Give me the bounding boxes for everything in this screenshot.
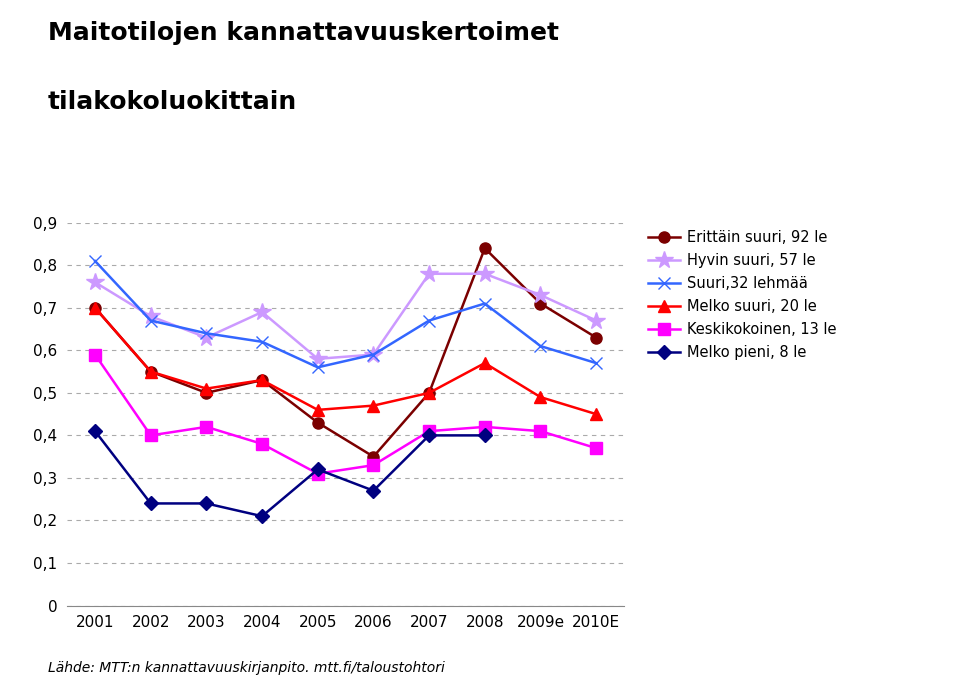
Line: Melko suuri, 20 le: Melko suuri, 20 le: [89, 302, 602, 420]
Melko suuri, 20 le: [479, 359, 491, 367]
Line: Melko pieni, 8 le: Melko pieni, 8 le: [90, 426, 490, 521]
Melko suuri, 20 le: [590, 410, 602, 418]
Suuri,32 lehmää: [479, 299, 491, 308]
Hyvin suuri, 57 le: [256, 308, 268, 316]
Hyvin suuri, 57 le: [312, 355, 324, 363]
Text: tilakokoluokittain: tilakokoluokittain: [48, 90, 298, 114]
Keskikokoinen, 13 le: [368, 461, 379, 469]
Line: Suuri,32 lehmää: Suuri,32 lehmää: [88, 255, 603, 374]
Keskikokoinen, 13 le: [201, 422, 212, 431]
Melko suuri, 20 le: [423, 388, 435, 397]
Keskikokoinen, 13 le: [479, 422, 491, 431]
Keskikokoinen, 13 le: [535, 427, 546, 435]
Line: Erittäin suuri, 92 le: Erittäin suuri, 92 le: [89, 243, 602, 462]
Melko pieni, 8 le: [479, 432, 491, 440]
Line: Keskikokoinen, 13 le: Keskikokoinen, 13 le: [89, 349, 602, 480]
Hyvin suuri, 57 le: [535, 291, 546, 299]
Melko suuri, 20 le: [368, 402, 379, 410]
Text: Maitotilojen kannattavuuskertoimet: Maitotilojen kannattavuuskertoimet: [48, 21, 559, 45]
Erittäin suuri, 92 le: [535, 299, 546, 308]
Erittäin suuri, 92 le: [590, 333, 602, 342]
Keskikokoinen, 13 le: [423, 427, 435, 435]
Suuri,32 lehmää: [89, 257, 101, 265]
Suuri,32 lehmää: [590, 359, 602, 367]
Erittäin suuri, 92 le: [479, 244, 491, 253]
Legend: Erittäin suuri, 92 le, Hyvin suuri, 57 le, Suuri,32 lehmää, Melko suuri, 20 le, : Erittäin suuri, 92 le, Hyvin suuri, 57 l…: [648, 230, 837, 360]
Keskikokoinen, 13 le: [256, 440, 268, 448]
Erittäin suuri, 92 le: [423, 388, 435, 397]
Erittäin suuri, 92 le: [145, 367, 156, 376]
Melko suuri, 20 le: [312, 406, 324, 414]
Erittäin suuri, 92 le: [256, 376, 268, 384]
Melko pieni, 8 le: [312, 465, 324, 473]
Text: Lähde: MTT:n kannattavuuskirjanpito. mtt.fi/taloustohtori: Lähde: MTT:n kannattavuuskirjanpito. mtt…: [48, 661, 444, 675]
Erittäin suuri, 92 le: [312, 418, 324, 427]
Keskikokoinen, 13 le: [590, 444, 602, 452]
Suuri,32 lehmää: [145, 317, 156, 325]
Melko pieni, 8 le: [201, 499, 212, 507]
Suuri,32 lehmää: [423, 317, 435, 325]
Keskikokoinen, 13 le: [312, 470, 324, 478]
Erittäin suuri, 92 le: [201, 388, 212, 397]
Hyvin suuri, 57 le: [145, 312, 156, 320]
Melko suuri, 20 le: [145, 367, 156, 376]
Melko suuri, 20 le: [256, 376, 268, 384]
Keskikokoinen, 13 le: [145, 432, 156, 440]
Hyvin suuri, 57 le: [423, 269, 435, 278]
Suuri,32 lehmää: [368, 350, 379, 358]
Melko suuri, 20 le: [535, 393, 546, 402]
Line: Hyvin suuri, 57 le: Hyvin suuri, 57 le: [86, 264, 605, 368]
Suuri,32 lehmää: [201, 329, 212, 338]
Melko pieni, 8 le: [89, 427, 101, 435]
Melko suuri, 20 le: [201, 384, 212, 393]
Hyvin suuri, 57 le: [368, 350, 379, 358]
Melko pieni, 8 le: [256, 512, 268, 521]
Erittäin suuri, 92 le: [368, 452, 379, 461]
Erittäin suuri, 92 le: [89, 303, 101, 312]
Melko suuri, 20 le: [89, 303, 101, 312]
Melko pieni, 8 le: [423, 432, 435, 440]
Hyvin suuri, 57 le: [479, 269, 491, 278]
Hyvin suuri, 57 le: [201, 333, 212, 342]
Keskikokoinen, 13 le: [89, 350, 101, 358]
Suuri,32 lehmää: [535, 342, 546, 350]
Hyvin suuri, 57 le: [590, 317, 602, 325]
Suuri,32 lehmää: [256, 338, 268, 346]
Hyvin suuri, 57 le: [89, 278, 101, 287]
Suuri,32 lehmää: [312, 363, 324, 372]
Melko pieni, 8 le: [145, 499, 156, 507]
Melko pieni, 8 le: [368, 487, 379, 495]
